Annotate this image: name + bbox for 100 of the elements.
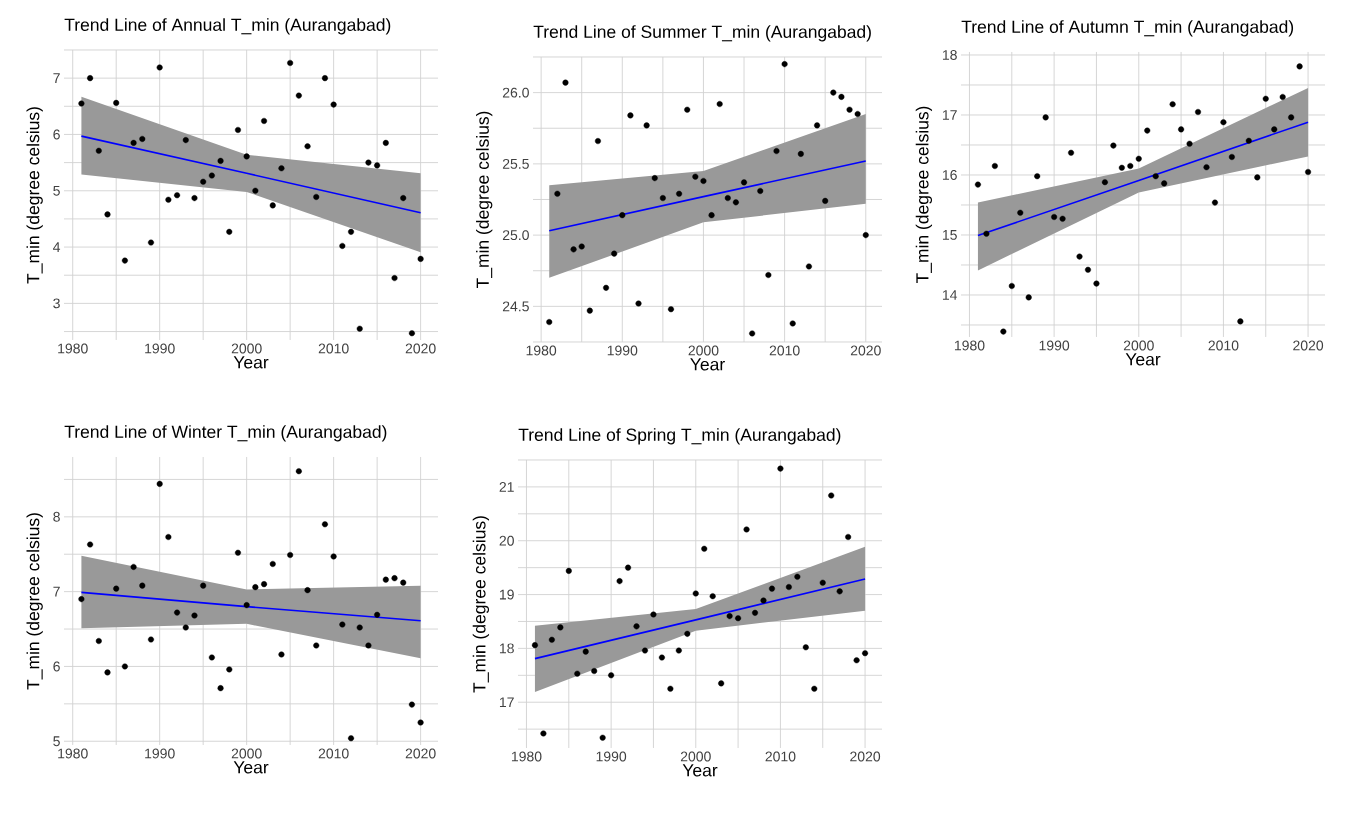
point [667,685,674,692]
y-tick-label: 20 [499,535,514,546]
point [269,202,276,209]
point [641,647,648,654]
point [616,578,623,585]
point [208,654,215,661]
point [417,255,424,262]
point [365,159,372,166]
point [789,320,796,327]
point [208,172,215,179]
x-tick-label: 2010 [318,343,349,354]
point [846,106,853,113]
point [295,468,302,475]
point [339,242,346,249]
x-tick-label: 2000 [680,751,711,762]
point [531,642,538,649]
point [408,330,415,337]
point [1237,318,1244,325]
point [814,122,821,129]
point [684,106,691,113]
point [278,651,285,658]
y-axis-title: T_min (degree celsius) [476,111,493,289]
point [113,99,120,106]
point [1195,108,1202,115]
point [174,192,181,199]
point [1076,253,1083,260]
y-tick-label: 17 [499,697,514,708]
point [749,330,756,337]
point [802,644,809,651]
point [540,730,547,737]
y-tick-label: 8 [53,511,60,522]
point [735,615,742,622]
x-tick-label: 2010 [765,751,796,762]
point [182,137,189,144]
point [104,669,111,676]
point [1110,142,1117,149]
point [1211,199,1218,206]
point [87,75,94,82]
point [182,624,189,631]
point [554,190,561,197]
point [374,162,381,169]
point [838,93,845,100]
x-tick-label: 1990 [596,751,627,762]
point [1245,137,1252,144]
point [130,563,137,570]
point [675,647,682,654]
point [708,212,715,219]
x-axis-title: Year [233,761,269,774]
point [862,232,869,239]
point [854,110,861,117]
point [582,648,589,655]
point [684,630,691,637]
point [692,590,699,597]
point [1084,266,1091,273]
x-tick-label: 2000 [231,343,262,354]
point [348,228,355,235]
point [635,300,642,307]
point [391,275,398,282]
point [1068,149,1075,156]
x-tick-label: 1980 [954,340,985,351]
point [278,165,285,172]
point [557,624,564,631]
x-axis-title: Year [682,764,718,777]
x-tick-label: 1980 [511,751,542,762]
point [718,680,725,687]
point [797,150,804,157]
x-tick-label: 2020 [850,345,881,356]
point [700,177,707,184]
x-tick-label: 1990 [145,748,175,759]
point [304,587,311,594]
point [862,650,869,657]
point [562,79,569,86]
point [156,64,163,71]
point [752,609,759,616]
point [565,567,572,574]
point [659,195,666,202]
point [819,579,826,586]
y-axis-title: T_min (degree celsius) [26,513,43,690]
point [658,654,665,661]
y-tick-label: 4 [53,242,61,252]
point [768,585,775,592]
point [1203,164,1210,171]
point [603,284,610,291]
point [391,575,398,582]
point [78,596,85,603]
point [1042,114,1049,121]
x-axis-title: Year [233,356,269,369]
point [1288,114,1295,121]
point [1186,140,1193,147]
point [578,243,585,250]
point [95,147,102,154]
point [1101,179,1108,186]
point [1262,95,1269,102]
y-tick-label: 5 [53,736,60,747]
point [356,624,363,631]
point [546,319,553,326]
point [200,178,207,185]
x-axis-title: Year [1125,353,1161,366]
point [1025,294,1032,301]
point [1220,119,1227,126]
